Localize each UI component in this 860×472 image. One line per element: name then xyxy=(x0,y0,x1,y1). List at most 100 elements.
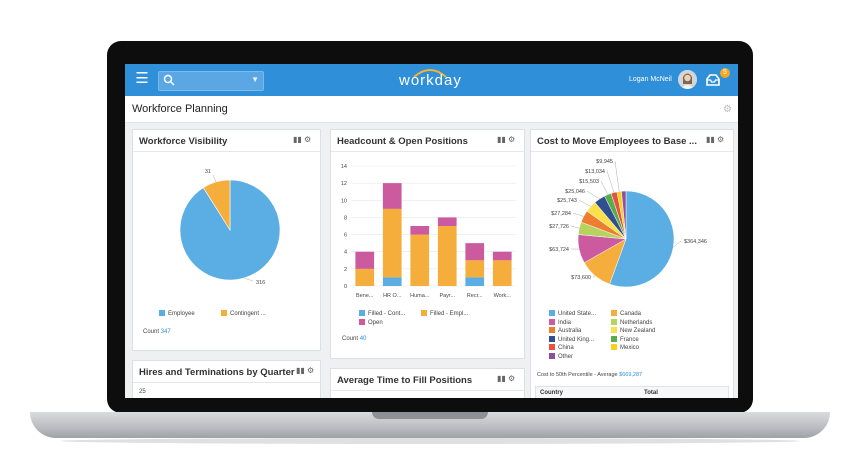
legend-item[interactable]: Open xyxy=(359,319,383,326)
legend-item[interactable]: United King... xyxy=(549,335,594,343)
legend-swatch xyxy=(549,335,555,342)
pie-slice[interactable] xyxy=(609,190,675,288)
gear-icon[interactable]: ⚙ xyxy=(723,104,732,115)
legend-item[interactable]: Australia xyxy=(549,327,581,334)
axis-tick-label: 25 xyxy=(139,389,146,395)
legend-swatch xyxy=(421,310,427,316)
chart-options-icon[interactable]: ▮▮ xyxy=(293,135,302,144)
bar-segment[interactable] xyxy=(465,277,485,286)
pie-slice[interactable] xyxy=(621,190,627,240)
inbox-count-badge: 5 xyxy=(720,68,730,78)
bar-segment[interactable] xyxy=(382,277,402,286)
user-name[interactable]: Logan McNeil xyxy=(629,76,672,83)
bar-segment[interactable] xyxy=(382,208,402,278)
chevron-down-icon[interactable]: ▼ xyxy=(251,75,259,84)
bar-segment[interactable] xyxy=(410,226,430,235)
column-header-country[interactable]: Country xyxy=(540,390,563,396)
data-label: $25,046 xyxy=(565,189,585,195)
legend-label: Australia xyxy=(558,328,582,335)
legend-swatch xyxy=(549,318,555,325)
pie-slice[interactable] xyxy=(202,179,231,232)
legend-swatch xyxy=(549,353,555,359)
card-tools: ▮▮ ⚙ xyxy=(497,135,515,144)
logo-arc-icon xyxy=(413,69,447,77)
bar-segment[interactable] xyxy=(465,260,485,278)
legend-item[interactable]: Mexico xyxy=(611,344,639,351)
average-time-to-fill-card: Average Time to Fill Positions ▮▮ ⚙ xyxy=(330,368,525,398)
legend-item[interactable]: Netherlands xyxy=(611,318,652,326)
app-logo[interactable]: workday xyxy=(399,72,462,89)
gear-icon[interactable]: ⚙ xyxy=(304,135,312,144)
chart-options-icon[interactable]: ▮▮ xyxy=(706,135,715,144)
card-title: Cost to Move Employees to Base ... xyxy=(537,136,697,147)
chart-options-icon[interactable]: ▮▮ xyxy=(497,374,506,383)
summary-value[interactable]: $669,287 xyxy=(619,372,643,378)
legend-item[interactable]: Filled - Empl... xyxy=(421,310,468,317)
legend-item[interactable]: China xyxy=(549,344,574,351)
bar-segment[interactable] xyxy=(437,226,457,286)
legend-item[interactable]: United State... xyxy=(549,310,596,317)
divider xyxy=(331,151,524,152)
leader-line xyxy=(578,199,591,207)
count-value[interactable]: 347 xyxy=(160,329,171,335)
page-header: Workforce Planning ⚙ xyxy=(125,96,738,123)
bar-segment[interactable] xyxy=(465,243,485,261)
search-icon xyxy=(163,74,175,86)
divider xyxy=(133,382,320,383)
legend-swatch xyxy=(549,344,555,351)
leader-line xyxy=(614,160,620,192)
x-tick-label: Huma... xyxy=(410,293,430,299)
chart-options-icon[interactable]: ▮▮ xyxy=(497,135,506,144)
column-header-total[interactable]: Total xyxy=(644,390,658,396)
legend-item[interactable]: Filled - Cont... xyxy=(359,310,405,317)
legend-swatch xyxy=(611,327,617,334)
gear-icon[interactable]: ⚙ xyxy=(307,366,315,375)
legend-item[interactable]: Other xyxy=(549,353,573,360)
bar-segment[interactable] xyxy=(437,217,457,226)
legend-item[interactable]: Canada xyxy=(611,310,641,317)
legend-swatch xyxy=(159,310,165,316)
leader-line xyxy=(572,212,584,217)
avatar[interactable] xyxy=(678,70,697,89)
bar-segment[interactable] xyxy=(410,234,430,286)
legend-item[interactable]: New Zealand xyxy=(611,327,655,334)
bar-segment[interactable] xyxy=(355,268,375,286)
x-tick-label: Bene... xyxy=(356,293,374,299)
legend-item[interactable]: France xyxy=(611,335,639,343)
y-tick-label: 8 xyxy=(344,215,347,221)
card-tools: ▮▮ ⚙ xyxy=(293,135,311,144)
card-tools: ▮▮ ⚙ xyxy=(296,366,314,375)
legend-item[interactable]: Employee xyxy=(159,310,195,317)
legend-item[interactable]: Contingent ... xyxy=(221,310,266,317)
divider xyxy=(331,390,524,391)
legend-label: New Zealand xyxy=(620,328,656,335)
legend-swatch xyxy=(359,310,365,316)
card-title: Workforce Visibility xyxy=(139,136,228,147)
leader-line xyxy=(212,174,217,183)
legend-swatch xyxy=(611,310,617,316)
headcount-card: Headcount & Open Positions ▮▮ ⚙ 0 2 4 6 8 10 1… xyxy=(330,129,525,359)
legend-swatch xyxy=(611,344,617,351)
chart-options-icon[interactable]: ▮▮ xyxy=(296,366,305,375)
data-label: $73,600 xyxy=(571,275,591,281)
leader-line xyxy=(586,190,600,200)
gear-icon[interactable]: ⚙ xyxy=(508,135,516,144)
y-tick-label: 6 xyxy=(344,233,347,239)
gear-icon[interactable]: ⚙ xyxy=(717,135,725,144)
data-label: $13,034 xyxy=(585,169,605,175)
menu-icon[interactable]: ☰ xyxy=(135,70,149,87)
bar-segment[interactable] xyxy=(382,183,402,209)
inbox-icon[interactable] xyxy=(705,73,721,87)
legend-swatch xyxy=(611,335,617,342)
search-input[interactable]: ▼ xyxy=(158,71,264,91)
bar-segment[interactable] xyxy=(492,260,512,286)
bar-segment[interactable] xyxy=(492,251,512,261)
count-label: Count xyxy=(342,336,359,342)
data-label: $27,284 xyxy=(551,211,571,217)
laptop-shadow xyxy=(60,438,800,444)
bar-segment[interactable] xyxy=(355,251,375,269)
workforce-visibility-card: Workforce Visibility ▮▮ ⚙ 316 31 Employee… xyxy=(132,129,321,351)
count-value[interactable]: 40 xyxy=(359,336,367,342)
gear-icon[interactable]: ⚙ xyxy=(508,374,516,383)
legend-item[interactable]: India xyxy=(549,318,571,326)
